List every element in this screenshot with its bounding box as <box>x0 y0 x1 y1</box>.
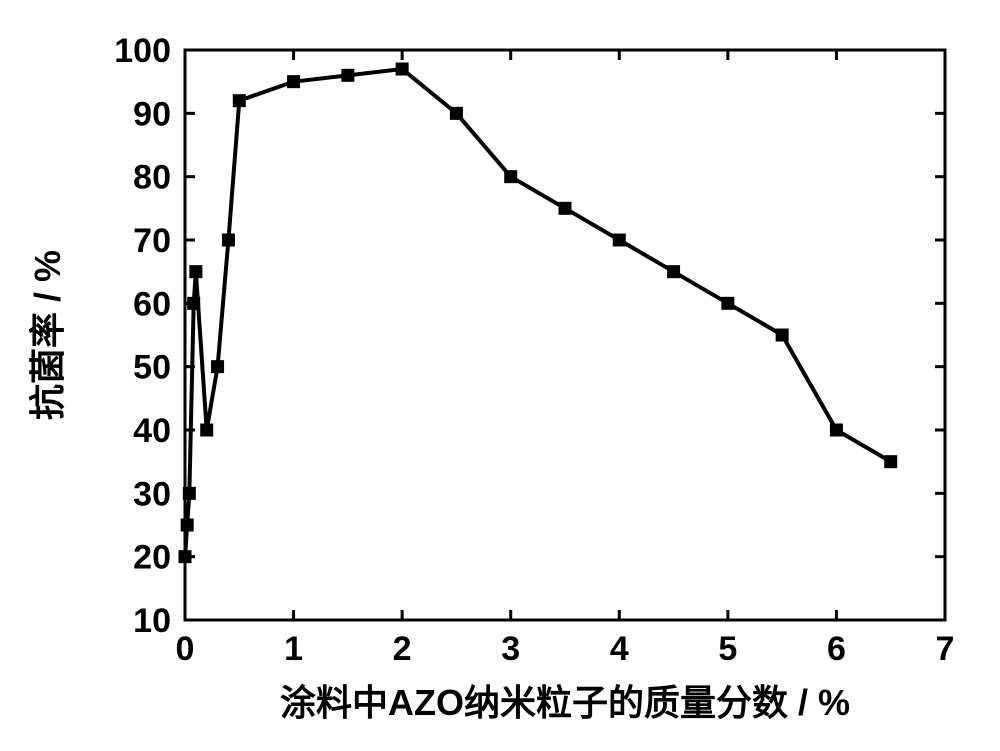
data-marker <box>233 95 245 107</box>
x-tick-label: 7 <box>936 630 955 668</box>
y-tick-label: 40 <box>133 412 171 450</box>
x-tick-label: 2 <box>393 630 412 668</box>
data-marker <box>505 171 517 183</box>
series-line <box>185 69 891 557</box>
data-marker <box>201 424 213 436</box>
y-tick-label: 60 <box>133 285 171 323</box>
x-tick-label: 4 <box>610 630 629 668</box>
y-tick-label: 30 <box>133 475 171 513</box>
data-marker <box>559 202 571 214</box>
data-marker <box>396 63 408 75</box>
data-marker <box>179 551 191 563</box>
data-marker <box>183 487 195 499</box>
chart-container: 0 1 2 3 4 5 6 7 10 20 30 40 50 60 70 80 90 100 涂料中AZO纳米粒子的… <box>0 0 1000 751</box>
x-tick-label: 0 <box>176 630 195 668</box>
x-tick-label: 6 <box>827 630 846 668</box>
chart-svg: 0 1 2 3 4 5 6 7 10 20 30 40 50 60 70 80 90 100 涂料中AZO纳米粒子的… <box>0 0 1000 751</box>
y-tick-label: 20 <box>133 539 171 577</box>
data-marker <box>181 519 193 531</box>
y-tick-label: 70 <box>133 222 171 260</box>
data-marker <box>722 297 734 309</box>
x-axis-label: 涂料中AZO纳米粒子的质量分数 / % <box>280 682 850 723</box>
data-marker <box>212 361 224 373</box>
data-marker <box>222 234 234 246</box>
plot-area <box>185 50 945 620</box>
data-marker <box>190 266 202 278</box>
y-tick-label: 50 <box>133 349 171 387</box>
y-tick-label: 100 <box>114 32 171 70</box>
data-marker <box>613 234 625 246</box>
y-tick-label: 10 <box>133 602 171 640</box>
y-tick-label: 90 <box>133 95 171 133</box>
data-marker <box>885 456 897 468</box>
data-marker <box>450 107 462 119</box>
data-marker <box>188 297 200 309</box>
x-tick-label: 1 <box>284 630 303 668</box>
data-marker <box>342 69 354 81</box>
x-tick-label: 5 <box>718 630 737 668</box>
x-tick-label: 3 <box>501 630 520 668</box>
y-axis-label: 抗菌率 / % <box>27 250 68 420</box>
data-marker <box>776 329 788 341</box>
data-marker <box>830 424 842 436</box>
data-marker <box>288 76 300 88</box>
y-tick-label: 80 <box>133 159 171 197</box>
data-marker <box>668 266 680 278</box>
